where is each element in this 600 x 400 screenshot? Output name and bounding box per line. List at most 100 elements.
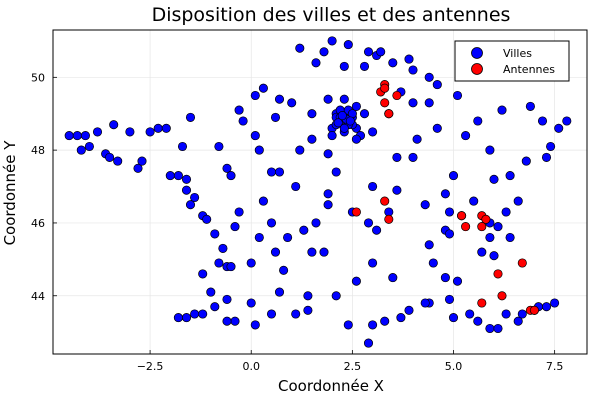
ville-point: [424, 240, 434, 250]
ville-point: [448, 313, 459, 323]
ville-point: [465, 309, 475, 319]
ville-point: [493, 222, 503, 232]
ville-point: [173, 313, 183, 323]
ville-point: [72, 131, 82, 141]
antenne-point: [380, 83, 390, 93]
ville-point: [339, 61, 349, 71]
ville-point: [214, 141, 224, 152]
ville-point: [497, 105, 507, 115]
ville-point: [76, 145, 86, 155]
ville-point: [291, 309, 301, 319]
plot-frame: [52, 29, 588, 355]
ville-point: [222, 163, 232, 173]
ville-point: [343, 320, 353, 330]
ville-point: [258, 196, 268, 206]
ville-point: [185, 112, 196, 122]
ville-point: [477, 247, 487, 257]
ville-point: [303, 291, 313, 301]
ville-point: [218, 243, 228, 253]
ville-point: [307, 134, 317, 144]
ville-point: [319, 47, 329, 57]
ville-point: [505, 171, 515, 181]
ville-point: [343, 40, 353, 50]
ville-point: [339, 94, 349, 104]
antenne-point: [529, 305, 539, 315]
legend-label-antennes: Antennes: [503, 63, 555, 76]
ville-point: [521, 156, 531, 166]
ville-point: [250, 131, 260, 141]
ville-point: [440, 189, 450, 199]
ville-point: [444, 207, 455, 217]
ville-point: [266, 167, 277, 177]
ville-point: [368, 320, 378, 330]
ville-point: [279, 265, 289, 275]
ville-point: [351, 276, 361, 286]
ville-point: [299, 225, 309, 235]
ville-point: [440, 273, 450, 283]
ville-point: [210, 229, 220, 239]
antenne-point: [351, 207, 361, 217]
data-points: [64, 36, 572, 348]
y-tick-label: 48: [31, 144, 45, 157]
ville-point: [452, 90, 463, 101]
ville-point: [234, 207, 244, 217]
ville-point: [226, 262, 236, 272]
ville-point: [125, 127, 135, 137]
chart-title: Disposition des villes et des antennes: [152, 4, 511, 26]
antenne-point: [481, 214, 491, 224]
x-tick-label: 0.0: [242, 360, 260, 373]
ville-point: [307, 247, 317, 257]
ville-point: [181, 185, 192, 195]
ville-point: [230, 222, 240, 232]
ville-point: [489, 174, 499, 184]
ville-point: [246, 298, 256, 308]
ville-point: [254, 145, 264, 155]
ville-point: [404, 54, 414, 64]
x-axis-title: Coordonnée X: [278, 377, 384, 395]
ville-point: [198, 269, 208, 279]
ville-point: [113, 156, 123, 166]
ville-point: [173, 171, 183, 181]
ville-point: [230, 316, 240, 326]
ville-point: [185, 200, 196, 210]
ville-point: [165, 171, 175, 181]
ville-point: [250, 320, 260, 330]
ville-point: [153, 123, 163, 133]
ville-point: [432, 123, 442, 133]
ville-point: [214, 258, 224, 268]
ville-point: [525, 101, 535, 111]
ville-point: [210, 302, 220, 312]
legend-marker-villes: [471, 47, 483, 59]
ville-point: [444, 294, 455, 304]
ville-point: [331, 291, 341, 301]
ville-point: [181, 174, 192, 184]
ville-point: [517, 309, 527, 319]
ville-point: [392, 185, 402, 195]
ville-point: [461, 131, 471, 141]
ville-point: [372, 225, 382, 235]
ville-point: [339, 123, 349, 133]
ville-point: [546, 141, 556, 152]
ville-point: [368, 127, 378, 137]
ville-point: [541, 152, 552, 162]
ville-point: [92, 127, 103, 137]
ville-point: [408, 65, 418, 75]
ville-point: [323, 200, 333, 210]
ville-point: [64, 131, 74, 141]
ville-point: [485, 323, 495, 334]
ville-point: [105, 152, 115, 162]
legend-marker-antennes: [471, 63, 483, 75]
ville-point: [473, 116, 483, 126]
ville-point: [376, 47, 386, 57]
antenne-point: [457, 211, 467, 221]
ville-point: [295, 43, 305, 53]
ville-point: [428, 258, 438, 268]
ville-point: [448, 171, 459, 181]
legend: Villes Antennes: [454, 40, 570, 82]
ville-point: [420, 200, 430, 210]
ville-point: [270, 112, 281, 122]
ville-point: [250, 90, 260, 101]
ville-point: [311, 58, 321, 68]
ville-point: [145, 127, 155, 137]
ville-point: [408, 152, 418, 162]
